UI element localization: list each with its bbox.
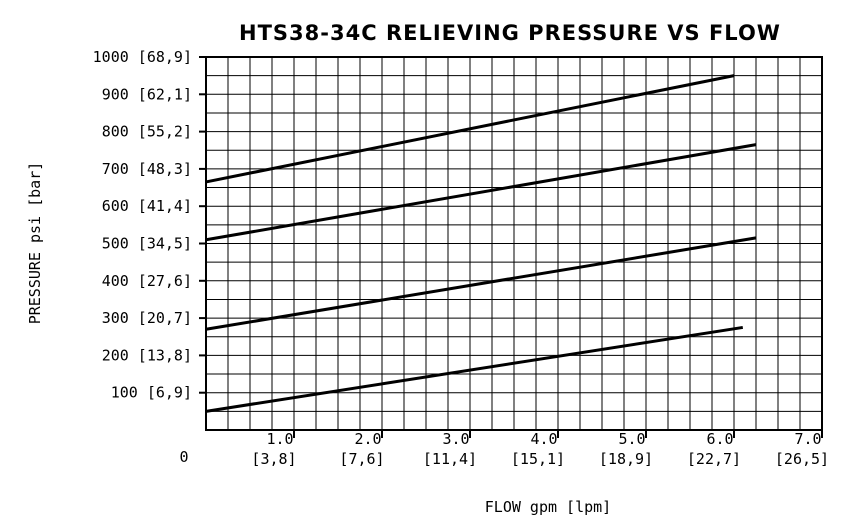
series-line-setting-4 (205, 325, 744, 413)
y-tick-label: 700 [48,3] (102, 160, 192, 178)
x-origin-label: 0 (179, 448, 188, 466)
x-tick-label: 2.0 (354, 430, 381, 448)
series-line-setting-1 (205, 74, 735, 184)
x-tick-label: 7.0 (794, 430, 821, 448)
y-tick-label: 800 [55,2] (102, 123, 192, 141)
y-tick-label: 100 [6,9] (111, 384, 192, 402)
x-tick-sublabel: [22,7] (687, 450, 741, 468)
series-group (205, 74, 757, 413)
x-tick-label: 1.0 (266, 430, 293, 448)
y-tick-label: 200 [13,8] (102, 346, 192, 364)
x-axis-label: FLOW gpm [lpm] (485, 498, 611, 516)
x-tick-sublabel: [15,1] (511, 450, 565, 468)
grid (206, 57, 822, 430)
x-tick-sublabel: [18,9] (599, 450, 653, 468)
y-tick-label: 500 [34,5] (102, 235, 192, 253)
y-tick-label: 600 [41,4] (102, 197, 192, 215)
series-line-setting-3 (205, 236, 757, 331)
x-tick-sublabel: [26,5] (775, 450, 829, 468)
series-line-setting-2 (205, 143, 757, 242)
x-tick-sublabel: [11,4] (423, 450, 477, 468)
x-tick-label: 5.0 (618, 430, 645, 448)
x-axis-ticks: 1.0 [3,8] 2.0 [7,6] 3.0 [11,4] 4.0 [15,1] 5.0 [18… (251, 430, 829, 468)
x-tick-label: 3.0 (442, 430, 469, 448)
y-axis-label: PRESSURE psi [bar] (26, 162, 44, 325)
y-tick-label: 300 [20,7] (102, 309, 192, 327)
x-tick-label: 6.0 (706, 430, 733, 448)
x-tick-label: 4.0 (530, 430, 557, 448)
y-axis-ticks: 100 [6,9] 200 [13,8] 300 [20,7] 400 [27,6] 5… (93, 48, 206, 402)
y-tick-label: 1000 [68,9] (93, 48, 192, 66)
x-tick-sublabel: [3,8] (251, 450, 296, 468)
x-tick-sublabel: [7,6] (339, 450, 384, 468)
y-tick-label: 400 [27,6] (102, 272, 192, 290)
chart-title: HTS38-34C RELIEVING PRESSURE VS FLOW (239, 21, 781, 45)
y-tick-label: 900 [62,1] (102, 85, 192, 103)
